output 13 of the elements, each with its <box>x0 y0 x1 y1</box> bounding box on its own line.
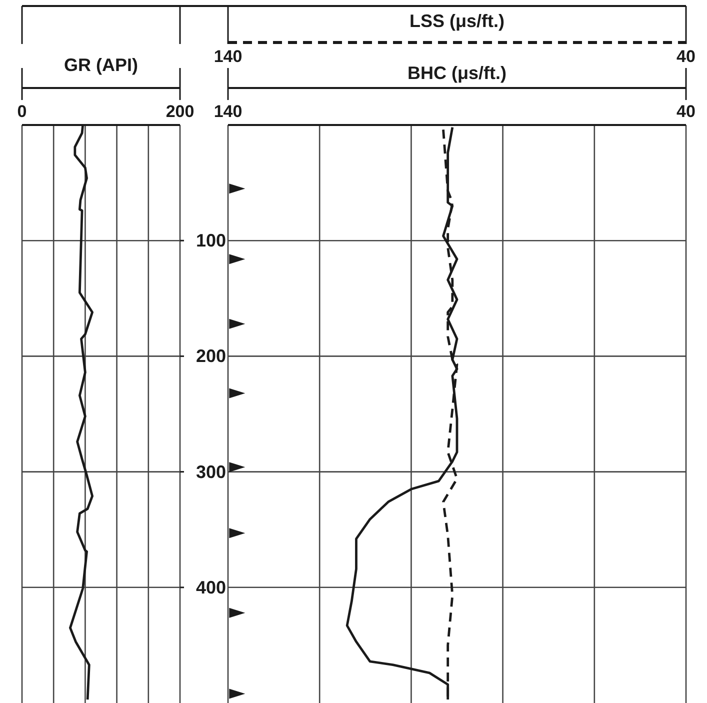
x-tick-label: 200 <box>166 102 194 121</box>
x-tick-label: 0 <box>17 102 27 121</box>
x-tick-label: 140 <box>214 102 242 121</box>
y-tick-label: 200 <box>196 346 226 366</box>
y-tick-label: 100 <box>196 230 226 251</box>
y-tick-label: 300 <box>196 462 226 482</box>
x2-tick-label: 40 <box>676 47 696 66</box>
x-axis-title: BHC (μs/ft.) <box>408 63 506 83</box>
x-axis-title: GR (API) <box>63 54 139 76</box>
y-tick-label: 400 <box>196 577 226 598</box>
x-tick-label: 40 <box>676 102 696 121</box>
x2-axis-title: LSS (μs/ft.) <box>408 10 506 32</box>
x2-tick-label: 140 <box>214 47 242 66</box>
